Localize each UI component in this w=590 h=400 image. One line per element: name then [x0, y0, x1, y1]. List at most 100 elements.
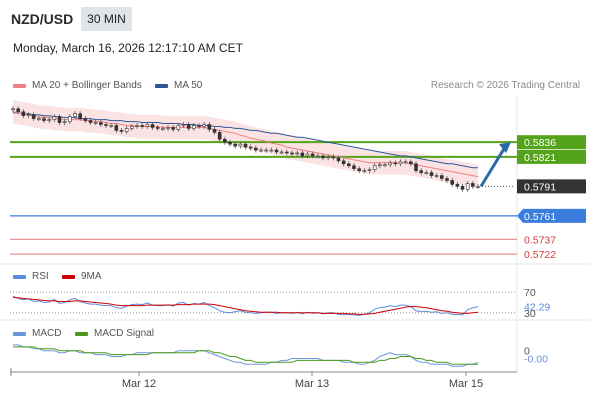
candle-down	[300, 152, 305, 157]
macd-line	[13, 344, 479, 367]
candle-down	[207, 124, 212, 130]
candle-up	[238, 143, 243, 147]
candle-up	[11, 108, 15, 111]
legend-macd-signal-label: MACD Signal	[94, 328, 155, 339]
candle-down	[331, 156, 336, 159]
candle-down	[197, 125, 201, 127]
candle-up	[192, 125, 196, 129]
candle-up	[124, 128, 129, 132]
candle-up	[52, 116, 57, 120]
candle-down	[290, 152, 294, 155]
candle-down	[42, 118, 46, 121]
candle-up	[73, 113, 77, 117]
candle-up	[434, 175, 439, 177]
candle-down	[429, 172, 434, 176]
candle-up	[181, 124, 186, 126]
candle-down	[248, 146, 253, 149]
candle-up	[476, 186, 480, 188]
forecast-arrow-head	[499, 142, 511, 154]
rsi-tick-label: 30	[524, 308, 536, 320]
legend-bollinger-label: MA 20 + Bollinger Bands	[32, 80, 142, 91]
candle-up	[383, 164, 387, 167]
candle-up	[62, 121, 67, 123]
candle-down	[310, 153, 315, 157]
candle-down	[455, 184, 460, 187]
legend-rsi: RSI	[13, 271, 49, 282]
resistance-2-tag	[517, 135, 586, 150]
forecast-arrow	[479, 146, 507, 188]
candle-down	[336, 157, 341, 162]
resistance-2-label: 0.5836	[524, 137, 556, 149]
rsi-tick-label: 42.29	[524, 301, 550, 313]
candle-up	[166, 127, 170, 129]
candle-down	[104, 124, 108, 126]
legend-rsi-ma-label: 9MA	[81, 271, 102, 282]
candle-up	[269, 149, 274, 152]
candle-down	[357, 168, 361, 171]
candle-down	[233, 143, 237, 147]
candle-down	[228, 141, 232, 145]
legend-ma50-label: MA 50	[174, 80, 203, 91]
legend-macd: MACD	[13, 328, 61, 339]
candle-up	[465, 183, 470, 190]
legend-macd-signal: MACD Signal	[75, 328, 154, 339]
candle-down	[341, 160, 346, 165]
candle-up	[135, 125, 139, 127]
rsi-swatch	[13, 274, 26, 279]
candle-down	[57, 116, 62, 123]
timeframe-button[interactable]: 30 MIN	[81, 7, 132, 31]
candle-down	[254, 147, 258, 151]
candle-down	[450, 180, 454, 185]
x-tick-label: Mar 13	[295, 378, 329, 390]
candle-down	[223, 138, 227, 143]
candle-up	[367, 169, 372, 171]
macd-signal-swatch	[75, 331, 88, 336]
candle-down	[114, 125, 119, 131]
x-tick-label: Mar 12	[122, 378, 156, 390]
support-1-label: 0.5737	[524, 234, 556, 246]
macd-swatch	[13, 331, 26, 336]
candle-down	[212, 129, 217, 133]
candle-down	[419, 170, 423, 173]
candle-down	[445, 178, 449, 181]
date-time: Monday, March 16, 2026 12:17:10 AM CET	[13, 41, 243, 55]
candle-up	[26, 114, 31, 116]
candle-down	[83, 118, 88, 121]
credit-text: Research © 2026 Trading Central	[430, 80, 580, 91]
candle-down	[414, 163, 418, 171]
rsi-tick-label: 70	[524, 287, 536, 299]
pivot-tag	[517, 208, 586, 223]
candle-up	[145, 124, 150, 127]
candle-down	[285, 151, 289, 154]
candle-down	[119, 130, 124, 132]
last-price-tag	[517, 179, 586, 194]
candle-down	[393, 162, 398, 165]
candle-up	[388, 162, 392, 166]
candle-up	[378, 164, 382, 167]
legend-rsi-label: RSI	[32, 271, 49, 282]
ma50-swatch	[155, 83, 168, 88]
candle-down	[155, 127, 160, 129]
candle-up	[279, 151, 284, 154]
macd-tick-label: -0.00	[524, 353, 548, 365]
candle-up	[398, 161, 403, 165]
x-tick-label: Mar 15	[449, 378, 483, 390]
rsi-line	[12, 295, 479, 316]
candle-down	[352, 165, 356, 169]
candle-down	[471, 183, 475, 187]
rsi-ma-swatch	[62, 274, 75, 279]
candle-up	[109, 125, 113, 127]
candle-up	[130, 126, 134, 129]
candle-up	[259, 149, 263, 152]
bollinger-swatch	[13, 83, 26, 88]
candle-down	[460, 186, 465, 190]
legend-macd-label: MACD	[32, 328, 62, 339]
candle-down	[217, 132, 222, 140]
resistance-1-tag	[517, 149, 586, 164]
candle-down	[140, 125, 144, 127]
candle-down	[99, 122, 103, 125]
macd-signal-line	[13, 346, 478, 365]
candle-down	[274, 149, 279, 153]
candle-up	[372, 165, 377, 170]
